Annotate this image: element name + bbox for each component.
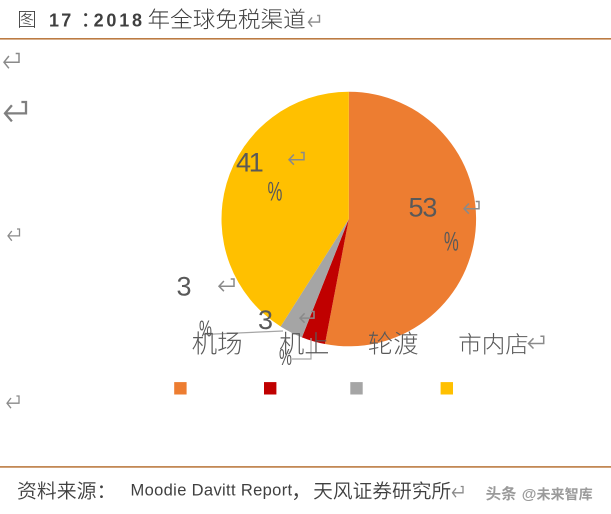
svg-text:3: 3 <box>177 272 192 302</box>
svg-text:17: 17 <box>49 11 73 31</box>
svg-text:%: % <box>199 316 212 342</box>
svg-text:%: % <box>444 226 459 256</box>
svg-text:41: 41 <box>236 148 263 178</box>
svg-text:53: 53 <box>409 193 437 223</box>
svg-text:Moodie Davitt Report: Moodie Davitt Report <box>131 482 293 500</box>
svg-text:3: 3 <box>258 305 273 335</box>
svg-text:%: % <box>268 176 283 206</box>
svg-text:2018: 2018 <box>94 11 145 31</box>
svg-text:@: @ <box>522 486 537 503</box>
svg-text:%: % <box>279 345 292 371</box>
